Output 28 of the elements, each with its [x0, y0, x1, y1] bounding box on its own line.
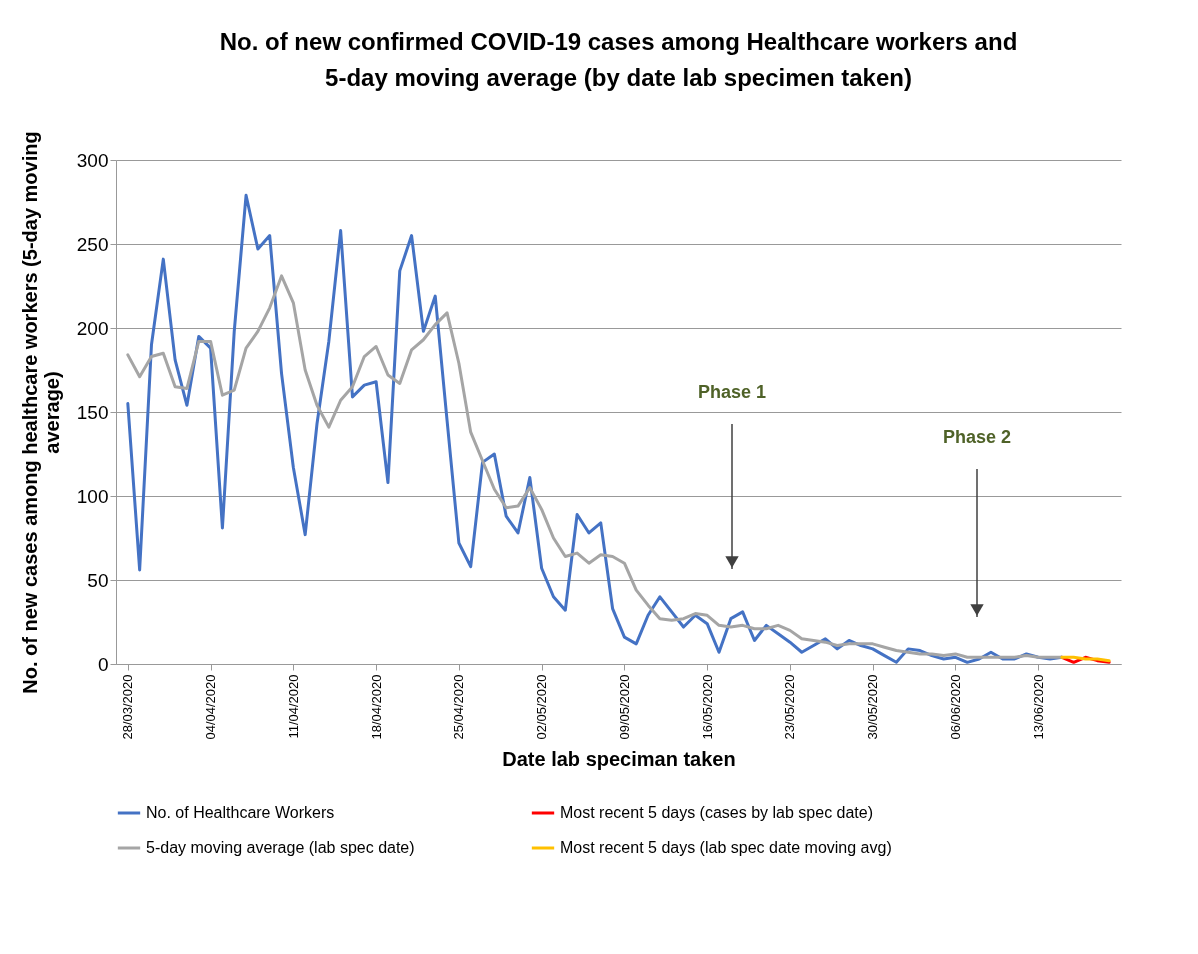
y-tick-label: 200 [76, 317, 109, 339]
annotation: Phase 2 [942, 427, 1012, 447]
y-tick-label: 150 [76, 401, 109, 423]
x-tick-label: 06/06/2020 [947, 674, 963, 740]
y-tick-label: 100 [76, 485, 109, 507]
x-tick-label: 28/03/2020 [120, 674, 136, 740]
x-tick-label: 25/04/2020 [451, 674, 467, 740]
x-tick-label: 18/04/2020 [368, 674, 384, 740]
y-tick-label: 300 [76, 149, 109, 171]
x-tick-label: 11/04/2020 [285, 674, 301, 739]
y-tick-label: 250 [76, 233, 109, 255]
x-tick-label: 04/04/2020 [203, 674, 219, 740]
legend-label: No. of Healthcare Workers [146, 804, 335, 821]
legend-label: 5-day moving average (lab spec date) [146, 839, 415, 856]
x-tick-label: 30/05/2020 [865, 674, 881, 740]
x-tick-label: 13/06/2020 [1030, 674, 1046, 740]
y-tick-label: 50 [87, 569, 109, 591]
y-axis-title: No. of new cases among healthcare workers (5-day moving average) [18, 131, 63, 694]
chart-title: No. of new confirmed COVID-19 cases among Healthcare workers and 5-day moving average (by date lab specimen taken) [219, 27, 1018, 91]
x-tick-label: 16/05/2020 [699, 674, 715, 740]
legend-label: Most recent 5 days (lab spec date moving avg) [560, 839, 892, 856]
x-tick-label: 02/05/2020 [534, 674, 550, 740]
x-tick-label: 09/05/2020 [616, 674, 632, 740]
y-tick-label: 0 [97, 653, 109, 675]
legend-label: Most recent 5 days (cases by lab spec date) [560, 804, 874, 821]
x-axis-title: Date lab speciman taken [502, 747, 736, 770]
x-tick-label: 23/05/2020 [782, 674, 798, 740]
annotation: Phase 1 [697, 382, 767, 402]
